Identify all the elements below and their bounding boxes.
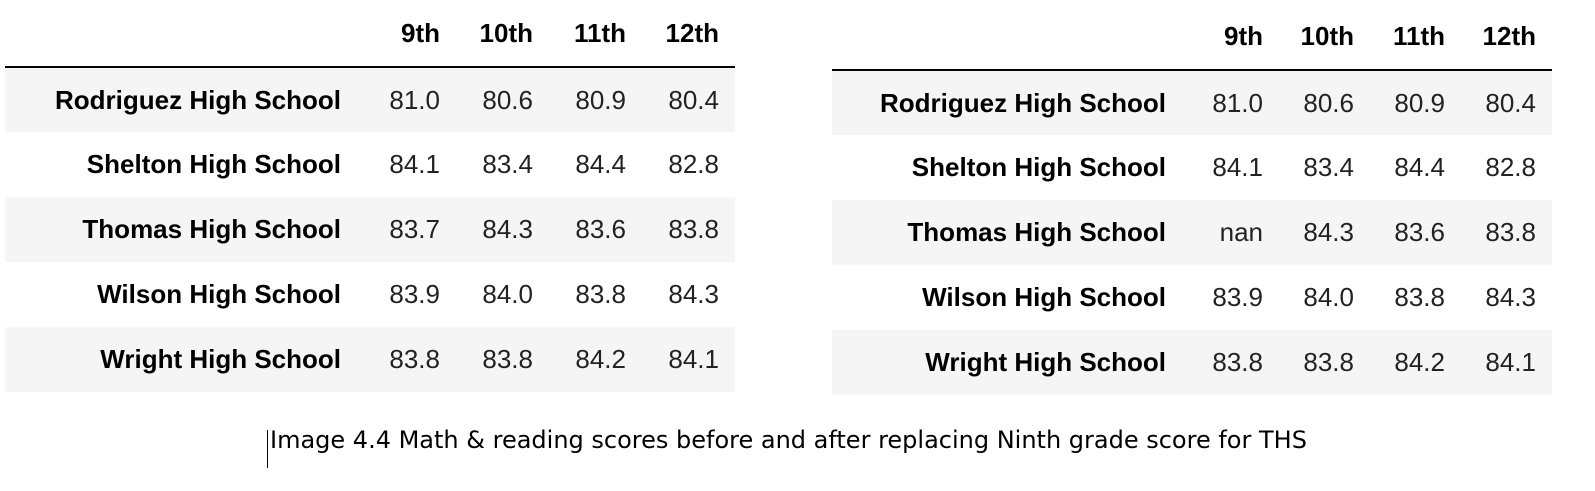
- score-cell: 83.8: [482, 344, 533, 374]
- score-cell: 84.4: [1394, 152, 1445, 182]
- table-row: Thomas High School 83.7 84.3 83.6 83.8: [5, 197, 735, 262]
- score-cell: 84.1: [1485, 347, 1536, 377]
- table-row: Rodriguez High School 81.0 80.6 80.9 80.…: [832, 70, 1552, 135]
- school-name: Rodriguez High School: [55, 84, 341, 115]
- table-row: Thomas High School nan 84.3 83.6 83.8: [832, 200, 1552, 265]
- table-row: Wilson High School 83.9 84.0 83.8 84.3: [5, 262, 735, 327]
- score-cell: 81.0: [1212, 87, 1263, 118]
- score-cell: 80.4: [1485, 87, 1536, 118]
- image-caption[interactable]: Image 4.4 Math & reading scores before a…: [270, 426, 1307, 454]
- score-cell: 84.3: [668, 279, 719, 309]
- column-header-10th: 10th: [1279, 3, 1370, 71]
- column-header-9th: 9th: [1188, 3, 1279, 71]
- column-header-10th: 10th: [456, 0, 549, 68]
- score-cell: 83.4: [1303, 152, 1354, 182]
- score-cell: 80.9: [1394, 87, 1445, 118]
- score-cell: 84.3: [1485, 282, 1536, 312]
- score-cell: nan: [1219, 217, 1263, 247]
- column-header-11th: 11th: [1370, 3, 1461, 71]
- score-cell: 84.1: [668, 344, 719, 374]
- score-cell: 80.6: [482, 84, 533, 115]
- score-cell: 83.6: [1394, 217, 1445, 247]
- table-header-row: 9th 10th 11th 12th: [832, 3, 1552, 71]
- score-cell: 83.8: [1212, 347, 1263, 377]
- text-cursor: [267, 430, 268, 468]
- score-cell: 84.1: [389, 149, 440, 179]
- score-cell: 80.4: [668, 84, 719, 115]
- score-cell: 83.4: [482, 149, 533, 179]
- table-row: Rodriguez High School 81.0 80.6 80.9 80.…: [5, 67, 735, 132]
- score-cell: 81.0: [389, 84, 440, 115]
- score-cell: 84.3: [1303, 217, 1354, 247]
- score-cell: 84.1: [1212, 152, 1263, 182]
- score-cell: 83.8: [575, 279, 626, 309]
- score-cell: 83.9: [389, 279, 440, 309]
- score-cell: 83.8: [668, 214, 719, 244]
- score-cell: 83.6: [575, 214, 626, 244]
- table-header-row: 9th 10th 11th 12th: [5, 0, 735, 68]
- index-header: [832, 3, 1188, 71]
- school-name: Wright High School: [100, 344, 341, 374]
- score-cell: 84.0: [1303, 282, 1354, 312]
- score-cell: 84.2: [575, 344, 626, 374]
- school-name: Wilson High School: [922, 282, 1166, 312]
- school-name: Rodriguez High School: [880, 87, 1166, 118]
- school-name: Thomas High School: [82, 214, 341, 244]
- score-cell: 80.9: [575, 84, 626, 115]
- score-cell: 84.2: [1394, 347, 1445, 377]
- school-name: Wright High School: [925, 347, 1166, 377]
- column-header-11th: 11th: [549, 0, 642, 68]
- column-header-12th: 12th: [1461, 3, 1552, 71]
- score-cell: 82.8: [1485, 152, 1536, 182]
- score-cell: 83.8: [1485, 217, 1536, 247]
- score-cell: 83.9: [1212, 282, 1263, 312]
- score-cell: 83.7: [389, 214, 440, 244]
- score-cell: 84.4: [575, 149, 626, 179]
- school-name: Thomas High School: [907, 217, 1166, 247]
- scores-table-after: 9th 10th 11th 12th Rodriguez High School…: [832, 3, 1552, 395]
- school-name: Shelton High School: [911, 152, 1166, 182]
- column-header-12th: 12th: [642, 0, 735, 68]
- score-cell: 83.8: [389, 344, 440, 374]
- score-cell: 84.3: [482, 214, 533, 244]
- score-cell: 83.8: [1303, 347, 1354, 377]
- table-row: Shelton High School 84.1 83.4 84.4 82.8: [832, 135, 1552, 200]
- table-row: Wright High School 83.8 83.8 84.2 84.1: [5, 327, 735, 392]
- table-row: Wright High School 83.8 83.8 84.2 84.1: [832, 330, 1552, 395]
- table-row: Wilson High School 83.9 84.0 83.8 84.3: [832, 265, 1552, 330]
- scores-table-before: 9th 10th 11th 12th Rodriguez High School…: [5, 0, 735, 392]
- score-cell: 82.8: [668, 149, 719, 179]
- school-name: Wilson High School: [97, 279, 341, 309]
- score-cell: 84.0: [482, 279, 533, 309]
- score-cell: 83.8: [1394, 282, 1445, 312]
- column-header-9th: 9th: [363, 0, 456, 68]
- score-cell: 80.6: [1303, 87, 1354, 118]
- table-row: Shelton High School 84.1 83.4 84.4 82.8: [5, 132, 735, 197]
- school-name: Shelton High School: [86, 149, 341, 179]
- index-header: [5, 0, 363, 68]
